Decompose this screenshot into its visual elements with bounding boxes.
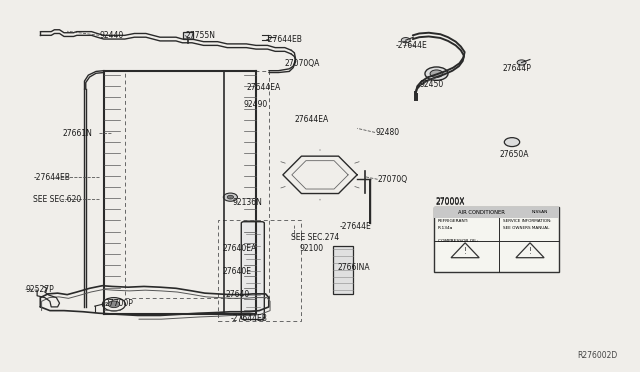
Text: -27644EB: -27644EB	[33, 173, 70, 182]
Circle shape	[425, 67, 448, 80]
Text: AIR CONDITIONER: AIR CONDITIONER	[458, 209, 505, 215]
Text: 27650A: 27650A	[499, 150, 529, 159]
Text: 27640: 27640	[225, 291, 250, 299]
Text: 92136N: 92136N	[233, 198, 263, 207]
Text: !: !	[529, 247, 531, 256]
Text: 92100: 92100	[300, 244, 324, 253]
Text: 27000X: 27000X	[435, 197, 465, 206]
Text: SEE SEC.274: SEE SEC.274	[291, 233, 339, 242]
Text: R-134a: R-134a	[438, 226, 453, 230]
Text: SEE SEC.620: SEE SEC.620	[33, 195, 81, 203]
Bar	[434, 207, 559, 272]
Text: 92480: 92480	[375, 128, 399, 137]
Text: REFRIGERANT:: REFRIGERANT:	[438, 219, 469, 223]
Bar	[125, 71, 269, 298]
Text: 92490: 92490	[243, 100, 268, 109]
Text: !: !	[463, 247, 467, 256]
Text: -27644EB: -27644EB	[266, 35, 303, 44]
Text: 27661N: 27661N	[63, 129, 93, 138]
Text: SEE OWNERS MANUAL: SEE OWNERS MANUAL	[502, 226, 549, 230]
Bar	[218, 220, 301, 321]
Text: 27644EA: 27644EA	[246, 83, 281, 92]
Bar	[434, 207, 559, 218]
Text: 92440: 92440	[99, 31, 124, 40]
FancyBboxPatch shape	[241, 222, 264, 320]
Text: 27644P: 27644P	[502, 64, 531, 73]
Text: 92527P: 92527P	[26, 285, 54, 294]
Circle shape	[223, 193, 237, 201]
Bar	[333, 246, 353, 294]
Circle shape	[517, 60, 526, 65]
Text: -27644E: -27644E	[396, 41, 428, 50]
Text: 27070QA: 27070QA	[285, 59, 320, 68]
Text: 27640EA: 27640EA	[223, 244, 257, 253]
Text: 27640E: 27640E	[223, 267, 252, 276]
Text: COMPRESSOR OIL:: COMPRESSOR OIL:	[438, 240, 478, 243]
Text: 27070Q: 27070Q	[378, 175, 408, 184]
Bar	[183, 32, 193, 39]
Text: 2766lNA: 2766lNA	[337, 263, 370, 272]
Text: 27755N: 27755N	[186, 31, 216, 40]
Text: R276002D: R276002D	[577, 351, 618, 360]
Circle shape	[401, 38, 410, 43]
Text: 92450: 92450	[420, 80, 444, 89]
Text: 27700P: 27700P	[104, 299, 133, 308]
Circle shape	[504, 138, 520, 147]
Circle shape	[227, 195, 234, 199]
Text: SERVICE INFORMATION:: SERVICE INFORMATION:	[502, 219, 551, 223]
Text: 27000X: 27000X	[435, 198, 465, 207]
Text: 27644EA: 27644EA	[294, 115, 329, 124]
Circle shape	[108, 301, 120, 308]
Circle shape	[430, 70, 443, 77]
Text: NISSAN: NISSAN	[532, 210, 548, 214]
Text: -27644E: -27644E	[339, 222, 371, 231]
Text: -27644EB: -27644EB	[230, 314, 268, 323]
